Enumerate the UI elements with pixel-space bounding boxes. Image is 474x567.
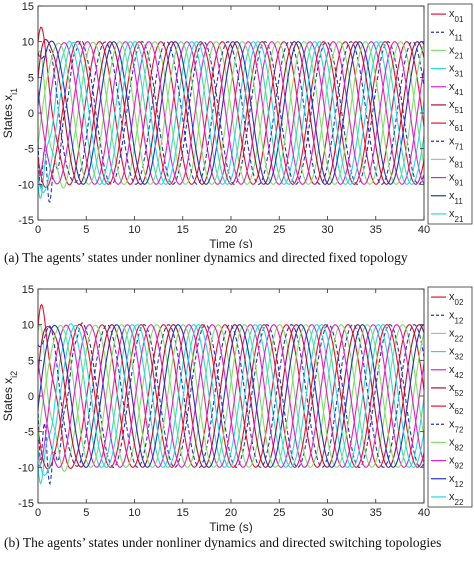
legend-entry-9: x82 — [449, 436, 464, 452]
legend-entry-3: x22 — [449, 327, 464, 343]
legend-entry-1: x02 — [449, 291, 464, 307]
y-tick-label: -5 — [24, 144, 34, 156]
y-tick-label: 15 — [22, 284, 34, 296]
x-tick-label: 5 — [83, 224, 89, 236]
legend-box — [427, 3, 473, 225]
legend-entry-4: x32 — [449, 346, 464, 362]
series-line-6 — [37, 38, 425, 185]
x-tick-label: 10 — [128, 224, 140, 236]
y-tick-label: -10 — [18, 179, 34, 191]
series-line-11 — [37, 324, 425, 469]
y-axis-label: States xi2 — [1, 371, 19, 421]
series-line-10 — [37, 41, 425, 185]
x-tick-label: 20 — [225, 507, 237, 519]
series-line-9 — [37, 41, 425, 185]
x-tick-label: 0 — [35, 507, 41, 519]
series-line-3 — [37, 41, 425, 189]
legend-entry-3: x21 — [449, 44, 464, 60]
series-line-6 — [37, 324, 425, 468]
y-tick-label: 5 — [28, 355, 34, 367]
chart-b: 0 5 10 15 20 25 30 35 40 -15 -10 -5 0 5 10 15 Time (s) St… — [1, 284, 473, 533]
legend-entry-10: x92 — [449, 455, 464, 471]
series-line-1 — [37, 26, 425, 186]
x-tick-label: 15 — [177, 224, 189, 236]
legend-entry-11: x11 — [449, 190, 463, 206]
series-line-8 — [37, 41, 425, 185]
legend-entry-10: x91 — [449, 172, 464, 188]
y-tick-label: -10 — [18, 462, 34, 474]
x-tick-label: 10 — [128, 507, 140, 519]
series-line-4 — [37, 323, 425, 485]
y-tick-label: 0 — [28, 391, 34, 403]
legend-entry-6: x51 — [449, 99, 464, 115]
series-line-10 — [37, 324, 425, 469]
x-tick-label: 30 — [321, 507, 333, 519]
y-tick-label: 10 — [22, 37, 34, 49]
legend-entry-7: x61 — [449, 117, 464, 133]
y-tick-label: 10 — [22, 320, 34, 332]
y-tick-label: 15 — [22, 1, 34, 13]
legend-entry-2: x12 — [449, 309, 464, 325]
legend-entry-12: x22 — [449, 491, 464, 507]
y-tick-label: -5 — [24, 427, 34, 439]
y-tick-label: 0 — [28, 108, 34, 120]
legend-entry-5: x41 — [449, 81, 464, 97]
legend-box — [427, 286, 473, 508]
series-line-9 — [37, 324, 425, 468]
x-tick-label: 0 — [35, 224, 41, 236]
legend-entry-5: x42 — [449, 364, 464, 380]
x-tick-label: 15 — [177, 507, 189, 519]
legend-entry-6: x52 — [449, 382, 464, 398]
legend-entry-2: x11 — [449, 26, 463, 42]
series-line-12 — [37, 41, 425, 194]
x-tick-label: 40 — [418, 224, 430, 236]
caption-a: (a) The agents’ states under nonliner dy… — [4, 250, 408, 265]
x-tick-label: 5 — [83, 507, 89, 519]
series-group — [37, 303, 425, 486]
y-axis-label: States xi1 — [1, 88, 19, 138]
x-tick-label: 25 — [273, 224, 285, 236]
legend-entry-11: x12 — [449, 473, 464, 489]
x-tick-label: 20 — [225, 224, 237, 236]
x-axis-label: Time (s) — [209, 520, 253, 533]
series-line-1 — [37, 303, 425, 469]
series-line-2 — [37, 39, 425, 203]
figure-b: 0 5 10 15 20 25 30 35 40 -15 -10 -5 0 5 10 15 Time (s) St… — [0, 283, 474, 567]
figure-a: 0 5 10 15 20 25 30 35 40 -15 -10 -5 0 5 10 15 Time (s) St… — [0, 0, 474, 280]
legend-entry-12: x21 — [449, 208, 464, 224]
x-axis-label: Time (s) — [209, 237, 253, 248]
legend-entry-4: x31 — [449, 63, 464, 79]
series-line-11 — [37, 40, 425, 185]
legend-entry-9: x81 — [449, 153, 464, 169]
x-tick-label: 30 — [321, 224, 333, 236]
x-tick-label: 40 — [418, 507, 430, 519]
y-tick-label: -15 — [18, 498, 34, 510]
chart-a: 0 5 10 15 20 25 30 35 40 -15 -10 -5 0 5 10 15 Time (s) St… — [1, 1, 473, 248]
series-line-5 — [37, 41, 425, 185]
y-tick-label: 5 — [28, 72, 34, 84]
x-tick-label: 35 — [370, 507, 382, 519]
legend-entry-8: x71 — [449, 135, 464, 151]
series-line-5 — [37, 324, 425, 468]
plot-frame — [37, 288, 425, 504]
legend-entry-7: x62 — [449, 400, 464, 416]
series-line-2 — [37, 322, 425, 486]
x-tick-label: 25 — [273, 507, 285, 519]
legend-entry-1: x01 — [449, 8, 464, 24]
series-line-8 — [37, 324, 425, 468]
y-tick-label: -15 — [18, 215, 34, 227]
legend-entry-8: x72 — [449, 418, 464, 434]
caption-b: (b) The agents’ states under nonliner dy… — [4, 535, 442, 550]
series-line-7 — [37, 40, 425, 189]
series-line-7 — [37, 323, 425, 470]
series-line-12 — [37, 324, 425, 476]
x-tick-label: 35 — [370, 224, 382, 236]
series-group — [37, 26, 425, 203]
